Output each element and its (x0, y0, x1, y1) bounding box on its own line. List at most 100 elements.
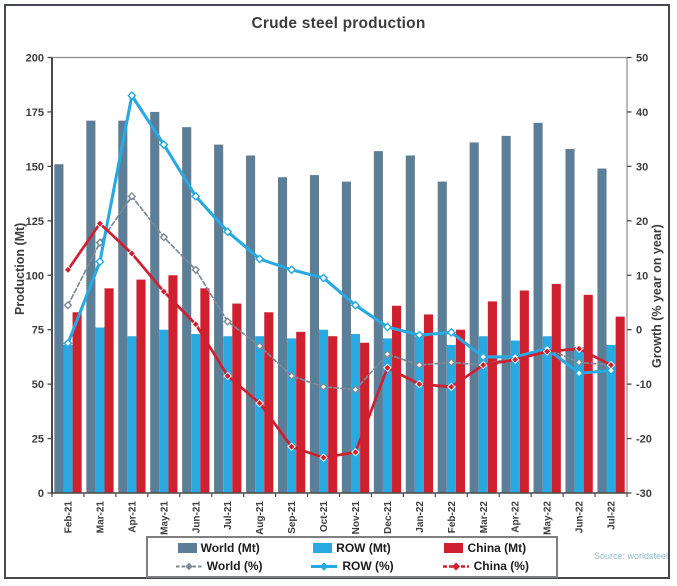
bar (360, 342, 370, 493)
bar (414, 336, 424, 493)
marker-diamond (95, 257, 105, 267)
x-axis-tick-label: Sep-21 (287, 501, 298, 534)
marker-diamond (255, 254, 265, 264)
left-axis-tick-label: 0 (38, 488, 44, 500)
marker-diamond (574, 358, 584, 367)
marker-diamond (159, 140, 169, 150)
bars-ROW (Mt) (63, 327, 616, 493)
legend-item-row-mt: ROW (Mt) (285, 541, 418, 555)
legend-item-world-pct: World (%) (152, 559, 285, 573)
left-axis-tick-label: 75 (32, 325, 44, 337)
x-axis-tick-label: May-21 (159, 501, 170, 535)
x-axis-tick-label: Jun-21 (191, 501, 202, 534)
marker-diamond (127, 249, 137, 258)
marker-diamond (223, 317, 232, 326)
line-ROW (%) (63, 91, 616, 378)
bar (255, 336, 265, 493)
bar (615, 316, 625, 493)
marker-diamond (191, 265, 201, 275)
marker-diamond (95, 219, 105, 228)
bar (214, 144, 224, 493)
left-axis-tick-label: 200 (26, 53, 44, 65)
bar (565, 148, 575, 493)
bar (478, 336, 488, 493)
world-line-swatch-icon (175, 562, 202, 570)
right-axis-tick-label: 0 (636, 325, 642, 337)
marker-diamond (478, 352, 488, 362)
legend-item-china-mt: China (Mt) (419, 541, 552, 555)
legend-item-world-mt: World (Mt) (152, 541, 285, 555)
right-axis-tick-label: 40 (636, 107, 648, 119)
left-axis-tick-label: 50 (32, 379, 44, 391)
marker-diamond (447, 358, 456, 367)
x-axis-tick-label: Feb-22 (447, 501, 458, 534)
marker-diamond (446, 327, 456, 337)
legend-label-row-mt: ROW (Mt) (336, 541, 391, 555)
bar (136, 279, 146, 493)
marker-diamond (191, 191, 201, 201)
bar (63, 344, 73, 493)
bar (551, 283, 561, 493)
marker-diamond (286, 265, 297, 275)
bar (405, 155, 415, 494)
marker-diamond (383, 349, 392, 359)
marker-diamond (606, 365, 616, 376)
marker-diamond (159, 232, 169, 242)
bar (583, 294, 593, 493)
bar (118, 120, 128, 494)
marker-diamond (223, 371, 232, 381)
right-axis-tick-label: -30 (636, 488, 652, 500)
bar (446, 344, 456, 493)
marker-diamond (383, 363, 392, 373)
left-axis-tick-label: 125 (26, 216, 44, 228)
bar (341, 181, 351, 493)
bar (104, 288, 114, 493)
marker-diamond (479, 360, 488, 370)
bar (287, 338, 297, 493)
legend-label-china-pct: China (%) (473, 559, 529, 573)
marker-diamond (95, 238, 105, 247)
right-axis-tick-label: 20 (636, 216, 648, 228)
marker-diamond (350, 300, 361, 310)
marker-diamond (255, 341, 264, 351)
bar (200, 288, 210, 493)
bar (597, 168, 607, 494)
x-axis-tick-label: Aug-21 (255, 501, 266, 535)
bar (455, 329, 466, 493)
bar (150, 111, 160, 493)
marker-diamond (318, 273, 329, 283)
bar (350, 334, 361, 493)
marker-diamond (63, 338, 73, 348)
legend-label-row-pct: ROW (%) (342, 559, 394, 573)
bar (487, 301, 497, 493)
legend-label-china-mt: China (Mt) (467, 541, 527, 555)
legend-label-world-pct: World (%) (206, 559, 263, 573)
right-axis-tick-label: -10 (636, 379, 652, 391)
china-line-swatch-icon (442, 562, 469, 570)
row-line-swatch-icon (311, 561, 338, 571)
left-axis-tick-label: 150 (26, 161, 44, 173)
bar (392, 305, 402, 493)
source-label: Source: worldsteel (593, 551, 668, 561)
marker-diamond (63, 265, 73, 275)
right-axis-tick-label: 10 (636, 270, 648, 282)
marker-diamond (127, 192, 137, 201)
bar (168, 275, 178, 493)
bar (296, 331, 306, 493)
bar (182, 127, 192, 494)
right-axis-tick-label: -20 (636, 434, 652, 446)
x-axis-tick-label: Nov-21 (351, 501, 362, 535)
marker-diamond (319, 382, 328, 392)
bar (246, 155, 256, 494)
marker-diamond (319, 453, 328, 462)
bar (277, 177, 288, 493)
x-axis-tick-label: Mar-22 (479, 501, 490, 534)
bar (127, 336, 137, 493)
marker-diamond (159, 287, 169, 296)
right-axis-tick-label: 50 (636, 53, 648, 65)
bar (533, 122, 543, 493)
marker-diamond (415, 379, 424, 389)
marker-diamond (447, 382, 456, 392)
